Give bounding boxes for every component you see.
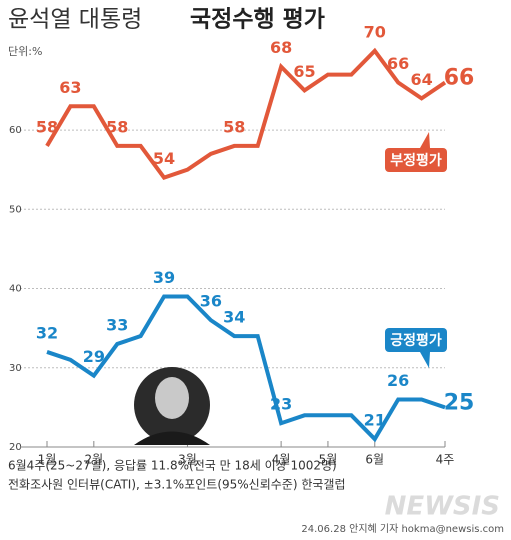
x-tick-label: 4월: [272, 453, 291, 467]
data-label: 54: [153, 149, 175, 168]
chart-title: 윤석열 대통령: [8, 7, 142, 33]
legend-label: 긍정평가: [390, 332, 442, 349]
legend-pointer: [420, 132, 430, 148]
legend-box: [385, 148, 447, 172]
data-label: 70: [364, 22, 386, 41]
series-line: [46, 294, 446, 443]
x-tick-label: 2월: [84, 453, 103, 467]
data-label: 23: [270, 395, 292, 414]
data-label: 36: [200, 292, 222, 311]
y-tick-label: 60: [9, 125, 22, 136]
x-tick-label: 3월: [178, 453, 197, 467]
data-label: 64: [410, 70, 432, 89]
x-tick-label: 4주: [436, 453, 455, 467]
data-label: 34: [223, 308, 245, 327]
data-label: 58: [223, 117, 245, 136]
data-label: 66: [444, 66, 475, 91]
data-label: 25: [444, 390, 475, 415]
data-label: 33: [106, 316, 128, 335]
data-label: 29: [83, 347, 105, 366]
legend-pointer: [420, 352, 430, 368]
legend-box: [385, 328, 447, 352]
x-tick-label: 6월: [365, 453, 384, 467]
series-line: [45, 47, 447, 180]
data-label: 26: [387, 371, 409, 390]
data-label: 63: [59, 78, 81, 97]
legend-label: 부정평가: [390, 152, 442, 169]
chart-title-bold: 국정수행 평가: [190, 7, 325, 33]
y-tick-label: 20: [9, 442, 22, 453]
data-label: 68: [270, 38, 292, 57]
data-label: 32: [36, 323, 58, 342]
data-label: 65: [293, 62, 315, 81]
note: 전화조사원 인터뷰(CATI), ±3.1%포인트(95%신뢰수준) 한국갤럽: [8, 478, 345, 492]
data-label: 58: [106, 117, 128, 136]
x-tick-label: 5월: [319, 453, 338, 467]
note: 6월4주(25~27일), 응답률 11.8%(전국 만 18세 이상 1002…: [8, 459, 337, 473]
y-tick-label: 50: [9, 204, 22, 215]
x-tick-label: 1월: [38, 453, 57, 467]
unit-label: 단위:%: [8, 45, 42, 58]
data-label: 21: [364, 411, 386, 430]
watermark: NEWSIS: [385, 492, 500, 522]
credit: 24.06.28 안지혜 기자 hokma@newsis.com: [301, 523, 504, 535]
data-label: 58: [36, 117, 58, 136]
y-tick-label: 30: [9, 363, 22, 374]
y-tick-label: 40: [9, 284, 22, 295]
photo: [134, 367, 210, 445]
data-label: 39: [153, 268, 175, 287]
data-label: 66: [387, 54, 409, 73]
